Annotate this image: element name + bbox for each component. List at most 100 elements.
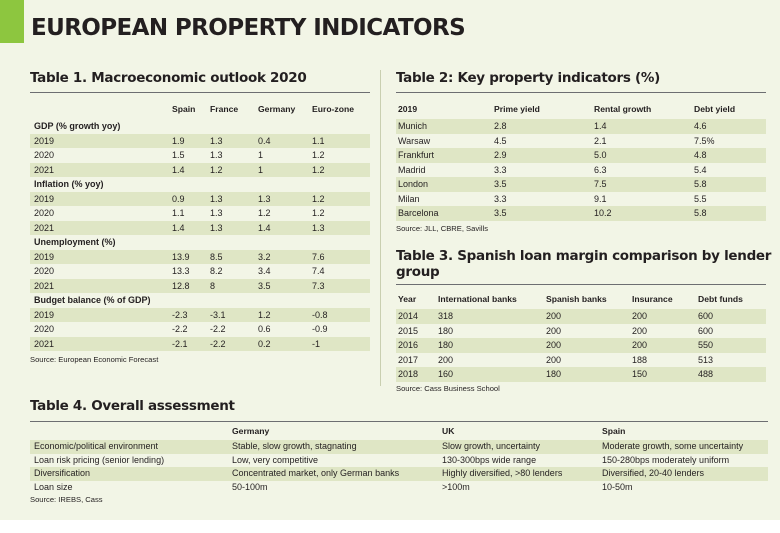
table2-row: Barcelona 3.5 10.2 5.8: [396, 206, 766, 221]
table3-cell: 188: [632, 354, 648, 365]
table4-cell: 10-50m: [602, 481, 633, 492]
table4-top-rule: [30, 421, 768, 422]
table1-row: 2021 1.4 1.3 1.4 1.3: [30, 220, 370, 235]
table2-cell: 4.8: [694, 150, 707, 160]
table1-cell: 1.5: [172, 150, 185, 160]
table1-row-label: 2020: [34, 208, 55, 218]
table3-source: Source: Cass Business School: [396, 383, 500, 393]
table3-cell: 200: [546, 354, 562, 365]
table1-cell: 1.9: [172, 135, 185, 146]
table1-cell: 1.4: [258, 222, 271, 233]
table1-cell: 8.2: [210, 266, 223, 276]
table1-cell: 1.2: [312, 208, 325, 218]
table3-row: 2015 180 200 200 600: [396, 324, 766, 339]
table2-cell: 7.5%: [694, 135, 715, 146]
table1-row: 2021 12.8 8 3.5 7.3: [30, 278, 370, 293]
table3-row: 2016 180 200 200 550: [396, 338, 766, 353]
table2-row: Frankfurt 2.9 5.0 4.8: [396, 148, 766, 163]
table1-row-label: 2019: [34, 135, 55, 146]
table2-cell: 3.5: [494, 179, 507, 189]
table2-cell: 5.8: [694, 179, 707, 189]
table1-row: 2021 -2.1 -2.2 0.2 -1: [30, 336, 370, 351]
table1-cell: 1.2: [312, 164, 325, 175]
table1-cell: 7.3: [312, 280, 325, 291]
table4-col-germany: Germany: [232, 426, 270, 436]
table1-cell: -2.2: [172, 324, 188, 334]
table1-cell: 7.4: [312, 266, 325, 276]
table1-section-label: Unemployment (%): [34, 237, 116, 247]
table1-top-rule: [30, 92, 370, 93]
table1-section-label: Inflation (% yoy): [34, 179, 104, 189]
table3-col-spanish-banks: Spanish banks: [546, 294, 607, 304]
table2-cell: 1.4: [594, 121, 607, 131]
table1-row: 2021 1.4 1.2 1 1.2: [30, 162, 370, 177]
table3-title-line1: Table 3. Spanish loan margin comparison …: [396, 248, 772, 264]
table4-source: Source: IREBS, Cass: [30, 495, 103, 504]
table1-row: 2020 1.1 1.3 1.2 1.2: [30, 206, 370, 221]
table1-cell: 1.3: [258, 193, 271, 204]
table4-criterion: Loan risk pricing (senior lending): [34, 454, 165, 465]
table3-cell: 200: [438, 354, 454, 365]
page-title: EUROPEAN PROPERTY INDICATORS: [31, 15, 466, 41]
table3-col-insurance: Insurance: [632, 294, 673, 304]
table4-overall-assessment: Table 4. Overall assessment Germany UK S…: [30, 398, 768, 506]
table4-cell: Slow growth, uncertainty: [442, 441, 541, 451]
table2-title: Table 2: Key property indicators (%): [396, 70, 660, 86]
table3-row: 2017 200 200 188 513: [396, 353, 766, 368]
table1-row: 2019 13.9 8.5 3.2 7.6: [30, 249, 370, 264]
table1-row-label: 2019: [34, 193, 55, 204]
table3-header-row: Year International banks Spanish banks I…: [396, 291, 766, 307]
table2-cell: 3.5: [494, 208, 507, 218]
table1-cell: 0.2: [258, 338, 271, 349]
table1-cell: 1.1: [312, 135, 325, 146]
table1-row-label: 2019: [34, 251, 55, 262]
table3-cell: 488: [698, 369, 714, 379]
table1-cell: 1: [258, 150, 264, 160]
table1-cell: 3.5: [258, 280, 271, 291]
table3-top-rule: [396, 284, 766, 285]
table2-cell: 3.3: [494, 164, 507, 175]
table1-source: Source: European Economic Forecast: [30, 355, 159, 364]
table1-row: 2019 -2.3 -3.1 1.2 -0.8: [30, 307, 370, 322]
table1-section-label: Budget balance (% of GDP): [34, 295, 151, 305]
table1-cell: 0.6: [258, 324, 271, 334]
table1-row-label: 2021: [34, 338, 55, 349]
table4-cell: Stable, slow growth, stagnating: [232, 441, 357, 451]
table3-cell: 513: [698, 354, 714, 365]
table2-cell: 4.5: [494, 135, 507, 146]
table1-row-label: 2020: [34, 266, 55, 276]
table1-row: 2020 13.3 8.2 3.4 7.4: [30, 264, 370, 279]
table2-col-prime-yield: Prime yield: [494, 104, 540, 114]
table2-cell: 6.3: [594, 164, 607, 175]
table1-cell: 0.9: [172, 193, 185, 204]
table3-cell: 200: [632, 340, 648, 350]
table1-row: 2019 1.9 1.3 0.4 1.1: [30, 133, 370, 148]
table1-macroeconomic-outlook: Table 1. Macroeconomic outlook 2020 Spai…: [30, 70, 370, 366]
table1-cell: -0.9: [312, 324, 328, 334]
table1-row-label: 2021: [34, 164, 55, 175]
table4-row: Loan risk pricing (senior lending) Low, v…: [30, 454, 768, 468]
table2-body: Munich 2.8 1.4 4.6 Warsaw 4.5 2.1 7.5% Frankfurt…: [396, 119, 766, 221]
table1-cell: 1.3: [210, 193, 223, 204]
table3-cell: 600: [698, 325, 714, 336]
table3-year: 2014: [398, 311, 419, 321]
table3-cell: 150: [632, 369, 648, 379]
table4-criterion: Diversification: [34, 468, 91, 478]
column-divider: [380, 70, 381, 386]
table3-title-line2: group: [396, 264, 440, 280]
table4-col-spain: Spain: [602, 426, 626, 436]
table1-cell: 1: [258, 164, 264, 175]
table2-cell: 4.6: [694, 121, 707, 131]
table2-header-row: 2019 Prime yield Rental growth Debt yiel…: [396, 101, 766, 117]
table1-cell: 1.3: [210, 222, 223, 233]
table4-row: Economic/political environment Stable, sl…: [30, 440, 768, 454]
table3-cell: 200: [546, 325, 562, 336]
table1-header-row: Spain France Germany Euro-zone: [30, 101, 370, 117]
table1-section-row: Budget balance (% of GDP): [30, 293, 370, 308]
table1-section-row: Unemployment (%): [30, 235, 370, 250]
table2-key-property-indicators: Table 2: Key property indicators (%) 201…: [396, 70, 766, 235]
table3-cell: 600: [698, 311, 714, 321]
table2-cell: 2.1: [594, 135, 607, 146]
table1-section-row: Inflation (% yoy): [30, 177, 370, 192]
table3-row: 2014 318 200 200 600: [396, 309, 766, 324]
